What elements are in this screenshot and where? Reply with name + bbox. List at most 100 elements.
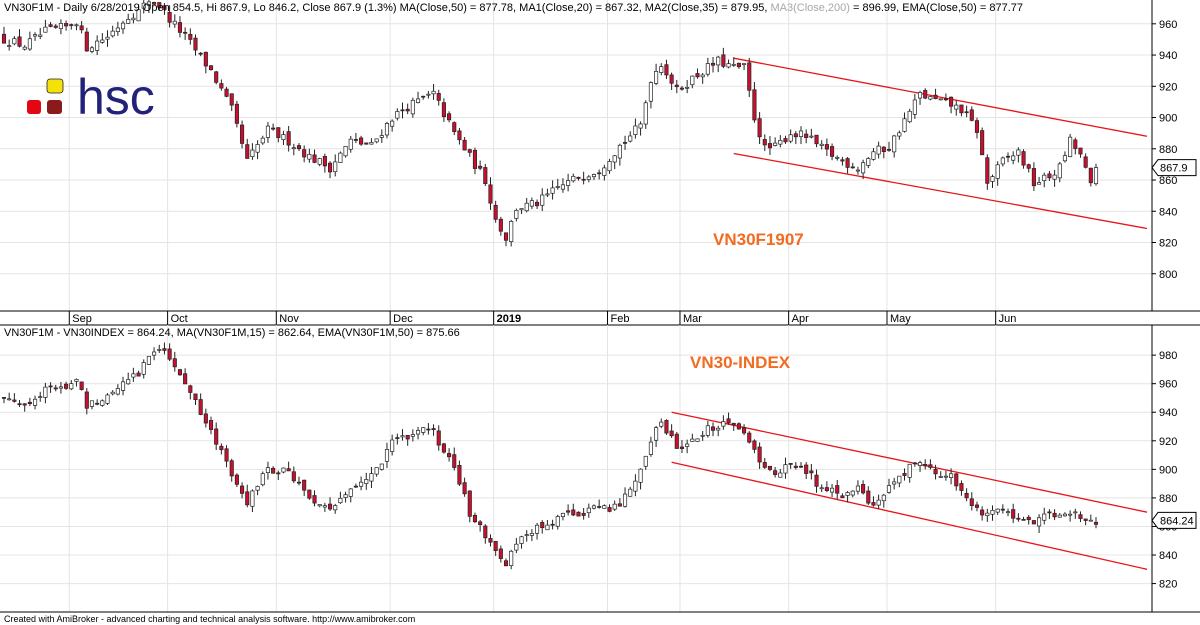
candle-up [726, 63, 731, 68]
candle-down [483, 525, 488, 539]
candle-down [773, 470, 778, 475]
candle-up [509, 220, 514, 242]
candle-down [193, 393, 198, 400]
candle-down [767, 143, 773, 149]
candle-up [281, 467, 286, 473]
candle-up [654, 427, 659, 441]
candle-down [48, 385, 53, 388]
candle-down [302, 479, 307, 491]
candle-up [628, 488, 633, 497]
candle-up [369, 473, 374, 482]
candle-down [198, 399, 203, 415]
candle-up [317, 504, 322, 507]
candle-down [752, 89, 757, 121]
candle-down [183, 373, 188, 385]
candle-up [421, 427, 426, 433]
top-panel-grid [0, 0, 1152, 311]
candle-up [33, 34, 38, 37]
candle-up [995, 508, 1000, 513]
candle-down [1021, 518, 1026, 521]
candle-down [809, 470, 814, 474]
candle-down [866, 490, 871, 504]
candle-down [188, 34, 193, 40]
candle-up [643, 102, 648, 125]
candle-up [390, 439, 395, 452]
candle-up [384, 449, 390, 462]
candle-up [265, 125, 270, 138]
candle-up [1073, 511, 1078, 514]
candle-down [17, 403, 22, 406]
candle-down [478, 165, 483, 169]
candle-down [214, 428, 219, 445]
candle-down [1078, 514, 1083, 519]
candle-up [545, 193, 550, 196]
candle-up [322, 505, 327, 508]
candle-up [571, 175, 576, 182]
candle-down [245, 491, 250, 506]
top-trend-channel [733, 57, 1148, 230]
candle-up [1005, 511, 1011, 514]
candle-down [271, 127, 276, 130]
candle-up [38, 34, 43, 37]
y-tick-label: 880 [1159, 493, 1177, 505]
candle-down [162, 348, 167, 351]
candle-down [219, 445, 224, 451]
candle-down [954, 473, 959, 487]
candle-down [229, 93, 234, 106]
candle-down [395, 437, 400, 439]
candle-up [938, 98, 943, 101]
candle-down [488, 538, 493, 543]
candle-up [509, 550, 514, 566]
candle-up [115, 388, 120, 395]
candle-down [1083, 156, 1088, 168]
candle-down [503, 560, 509, 567]
candle-down [296, 145, 302, 150]
candle-up [648, 82, 653, 102]
candle-down [980, 509, 985, 516]
candle-down [959, 104, 964, 114]
candle-up [871, 151, 876, 160]
candle-up [260, 137, 265, 144]
candle-down [498, 548, 503, 559]
candle-up [876, 145, 881, 155]
candle-down [12, 399, 17, 402]
candle-down [447, 453, 452, 458]
candle-up [855, 169, 860, 172]
candle-down [327, 162, 333, 173]
candle-up [369, 142, 374, 145]
candle-up [1011, 155, 1016, 161]
candle-down [969, 498, 974, 506]
candle-up [535, 524, 540, 534]
candle-down [1047, 511, 1052, 514]
candle-down [959, 483, 964, 491]
candle-down [1016, 517, 1021, 520]
candle-up [146, 355, 151, 365]
candle-up [514, 543, 519, 551]
candle-up [141, 2, 146, 9]
candle-down [622, 142, 628, 144]
candle-down [493, 204, 498, 220]
candle-down [840, 159, 845, 162]
candle-down [27, 401, 32, 405]
candle-up [338, 152, 343, 163]
candle-down [597, 506, 602, 508]
candle-down [353, 139, 358, 141]
top-candles [1, 0, 1099, 247]
candle-down [886, 149, 892, 151]
candle-up [105, 394, 110, 404]
candle-up [1057, 163, 1062, 179]
y-tick-label: 840 [1159, 550, 1177, 562]
candle-down [974, 504, 980, 508]
candle-down [79, 25, 84, 31]
candle-down [457, 130, 462, 141]
candle-down [426, 428, 431, 431]
candle-down [923, 90, 928, 99]
candle-up [400, 435, 405, 438]
candle-down [364, 142, 369, 145]
logo-red-square [27, 100, 41, 114]
candle-down [830, 146, 835, 157]
candle-down [902, 473, 907, 476]
candle-up [157, 349, 162, 351]
candle-up [152, 351, 157, 356]
